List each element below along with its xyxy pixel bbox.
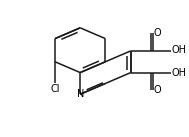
Text: OH: OH bbox=[171, 68, 186, 78]
Text: O: O bbox=[154, 28, 162, 38]
Text: O: O bbox=[154, 85, 162, 95]
Text: Cl: Cl bbox=[50, 84, 60, 94]
Text: OH: OH bbox=[171, 45, 186, 55]
Text: N: N bbox=[77, 89, 84, 99]
